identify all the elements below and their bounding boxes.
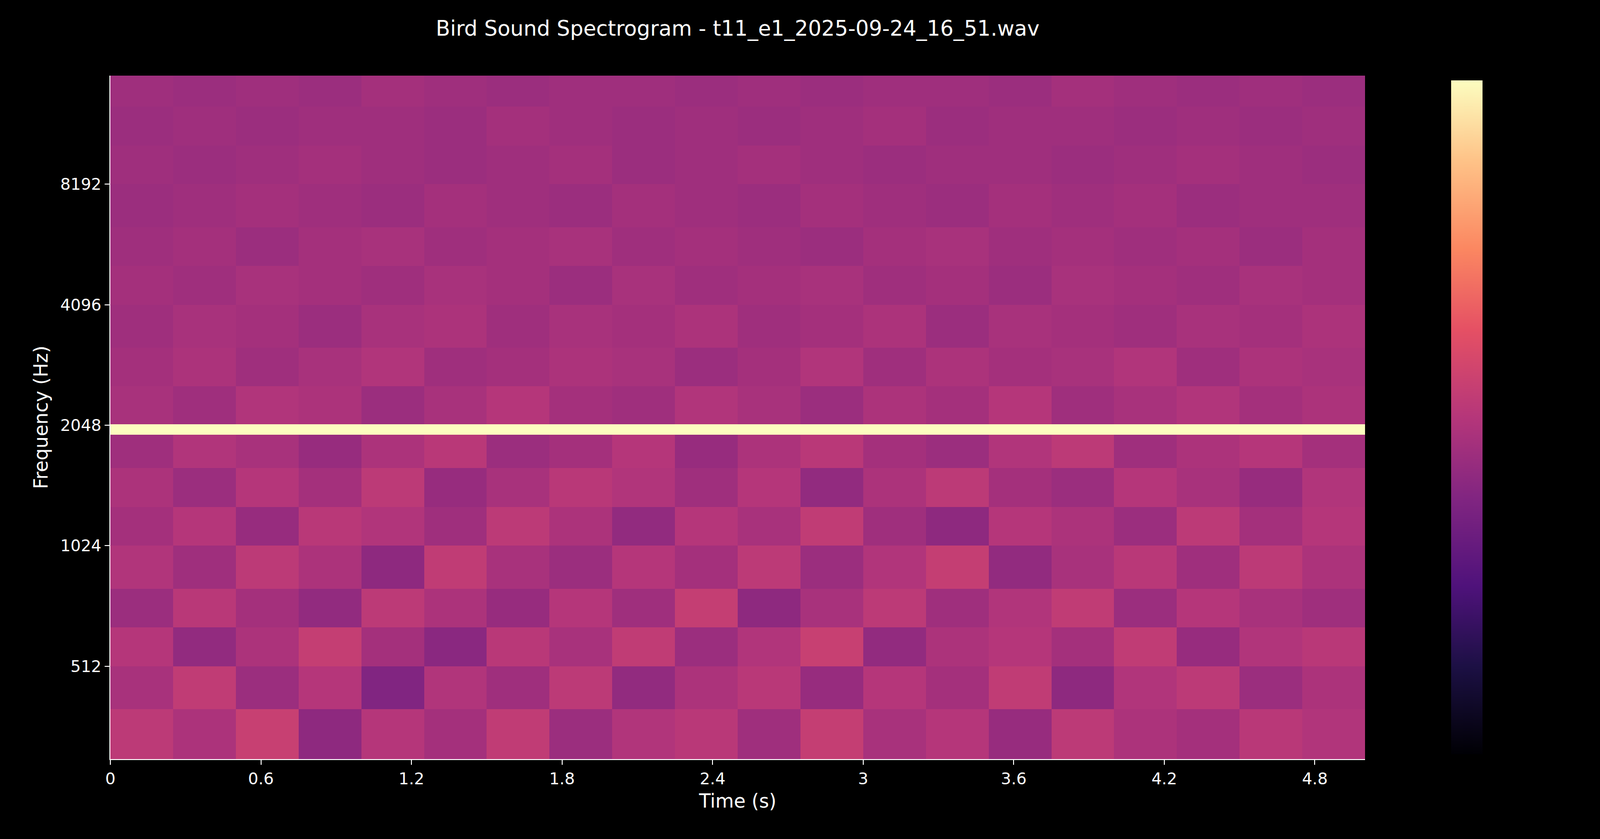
svg-text:2048: 2048 xyxy=(60,415,102,435)
svg-text:1.2: 1.2 xyxy=(398,769,425,789)
svg-text:3.6: 3.6 xyxy=(1000,769,1027,789)
svg-text:1.8: 1.8 xyxy=(549,769,576,789)
svg-text:1024: 1024 xyxy=(60,536,102,556)
svg-text:Frequency (Hz): Frequency (Hz) xyxy=(29,345,52,490)
svg-text:Bird Sound Spectrogram - t11_e: Bird Sound Spectrogram - t11_e1_2025-09-… xyxy=(435,16,1040,41)
svg-text:0: 0 xyxy=(105,769,116,789)
svg-text:4.8: 4.8 xyxy=(1301,769,1328,789)
svg-text:512: 512 xyxy=(70,656,102,676)
svg-text:3: 3 xyxy=(858,769,869,789)
svg-text:4096: 4096 xyxy=(60,295,102,315)
svg-text:Time (s): Time (s) xyxy=(698,790,777,812)
svg-text:0.6: 0.6 xyxy=(248,769,274,789)
svg-text:8192: 8192 xyxy=(60,174,102,194)
svg-text:4.2: 4.2 xyxy=(1151,769,1178,789)
svg-text:2.4: 2.4 xyxy=(699,769,726,789)
